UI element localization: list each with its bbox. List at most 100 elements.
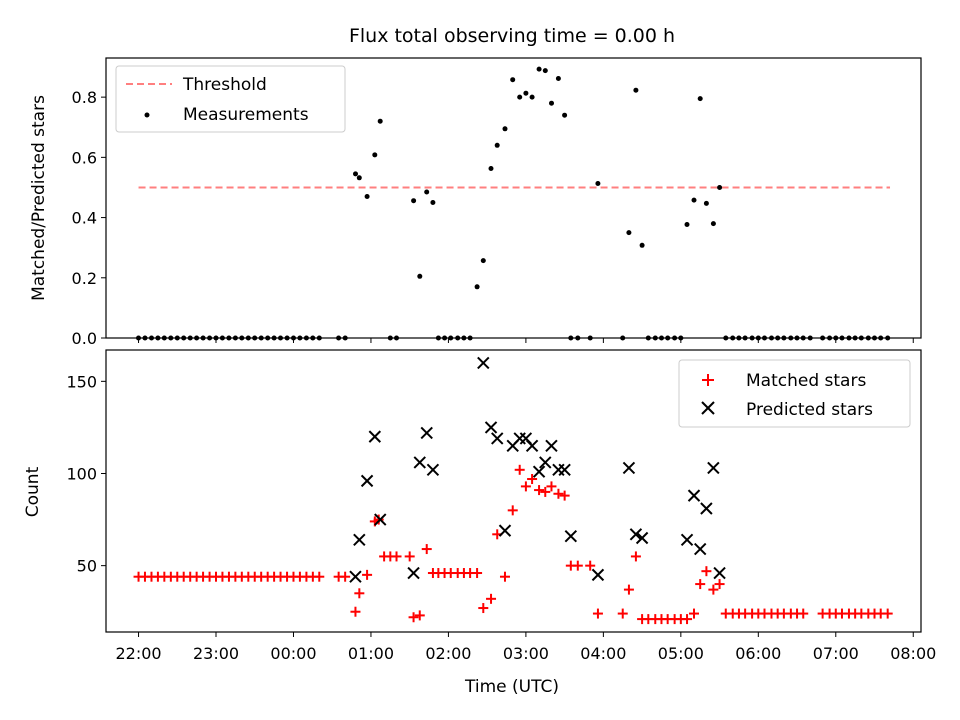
legend-threshold-label: Threshold: [182, 75, 267, 95]
top-marks: [136, 66, 891, 341]
predicted-point: [532, 465, 546, 478]
x-tick-label: 00:00: [270, 644, 316, 663]
top-x-ticks: [138, 338, 914, 343]
measurement-point: [691, 197, 697, 203]
x-tick-label: 01:00: [348, 644, 394, 663]
bottom-y-tick-label: 50: [77, 557, 97, 576]
measurement-point: [488, 166, 494, 171]
predicted-point: [477, 356, 490, 370]
predicted-point: [558, 463, 571, 477]
x-tick-label: 08:00: [890, 644, 936, 663]
top-y-tick-label: 0.0: [72, 329, 97, 348]
predicted-point: [491, 432, 504, 445]
measurement-point: [517, 94, 523, 100]
predicted-point: [407, 566, 420, 580]
predicted-point: [413, 456, 426, 469]
bottom-legend-box: [678, 359, 911, 428]
measurement-point: [717, 185, 723, 190]
legend-measurements-swatch: [144, 112, 150, 118]
matched-point: [798, 608, 809, 619]
predicted-point: [349, 570, 362, 583]
measurement-point: [494, 142, 500, 148]
measurement-point: [542, 68, 548, 74]
matched-point: [486, 593, 497, 604]
matched-point: [630, 551, 641, 562]
predicted-point: [426, 463, 440, 477]
legend-measurements-label: Measurements: [183, 105, 309, 125]
measurement-point: [353, 171, 358, 177]
matched-point: [520, 481, 531, 492]
matched-point: [572, 560, 583, 571]
bottom-panel: 50 100 150 22:00 23:00 00:00 01:00 02:00 03:00 0…: [23, 349, 936, 697]
matched-point: [546, 481, 557, 492]
predicted-point: [700, 502, 713, 515]
legend-matched-swatch: [702, 374, 714, 386]
predicted-point: [713, 566, 726, 580]
predicted-point: [564, 529, 578, 543]
matched-point: [373, 514, 384, 525]
matched-point: [695, 579, 706, 590]
x-tick-label: 22:00: [115, 644, 161, 663]
matched-point: [553, 488, 564, 499]
matched-point: [507, 505, 518, 516]
matched-point: [708, 584, 719, 595]
matched-point: [404, 551, 415, 562]
matched-point: [623, 584, 634, 595]
legend-predicted-label: Predicted stars: [746, 400, 873, 420]
measurement-point: [633, 87, 639, 93]
measurement-point: [639, 242, 645, 248]
matched-point: [617, 608, 628, 619]
measurement-point: [697, 96, 703, 102]
top-axes-frame: [105, 57, 922, 339]
predicted-point: [707, 461, 720, 475]
predicted-point: [374, 513, 387, 526]
measurement-point: [626, 230, 632, 236]
top-legend: Threshold Measurements: [115, 65, 346, 133]
bottom-axes-frame: [105, 349, 922, 633]
predicted-point: [591, 568, 605, 582]
matched-point: [540, 486, 551, 497]
measurement-point: [356, 175, 362, 181]
matched-point: [391, 551, 402, 562]
top-legend-box: [115, 65, 346, 133]
matched-point: [714, 579, 725, 590]
matched-point: [534, 485, 545, 496]
predicted-point: [484, 421, 498, 434]
measurement-point: [411, 198, 417, 204]
measurement-point: [480, 258, 486, 264]
top-y-axis-label: Matched/Predicted stars: [29, 95, 49, 301]
bottom-x-ticks: 22:00 23:00 00:00 01:00 02:00 03:00 04:00 05:00…: [115, 632, 936, 663]
top-y-ticks: 0.0 0.2 0.4 0.6 0.8: [72, 88, 106, 348]
matched-point: [689, 608, 700, 619]
matched-point: [414, 610, 425, 621]
bottom-legend: Matched stars Predicted stars: [678, 359, 911, 428]
measurement-point: [529, 94, 535, 100]
top-y-tick-label: 0.8: [72, 88, 97, 107]
matched-point: [408, 612, 419, 623]
bottom-y-ticks: 50 100 150: [66, 372, 106, 576]
measurement-point: [417, 273, 423, 279]
matched-point: [350, 606, 361, 617]
predicted-point: [545, 439, 558, 453]
x-tick-label: 04:00: [580, 644, 626, 663]
measurement-point: [372, 152, 378, 158]
measurement-point: [703, 200, 709, 206]
x-tick-label: 05:00: [658, 644, 704, 663]
measurement-point: [595, 181, 601, 186]
top-y-tick-label: 0.2: [72, 269, 97, 288]
measurement-point: [502, 126, 508, 132]
matched-point: [514, 464, 525, 475]
measurement-point: [474, 284, 480, 290]
matched-point: [340, 571, 351, 582]
x-tick-label: 07:00: [813, 644, 859, 663]
measurement-point: [510, 77, 516, 83]
predicted-point: [635, 531, 649, 545]
top-panel: 0.00.20.40.60.8 Matched/Predicted stars …: [29, 57, 922, 348]
x-tick-label: 02:00: [425, 644, 471, 663]
predicted-point: [353, 533, 366, 547]
figure-title: Flux total observing time = 0.00 h: [349, 25, 675, 47]
measurement-point: [377, 118, 383, 124]
matched-point: [354, 588, 365, 599]
measurement-point: [364, 194, 370, 199]
